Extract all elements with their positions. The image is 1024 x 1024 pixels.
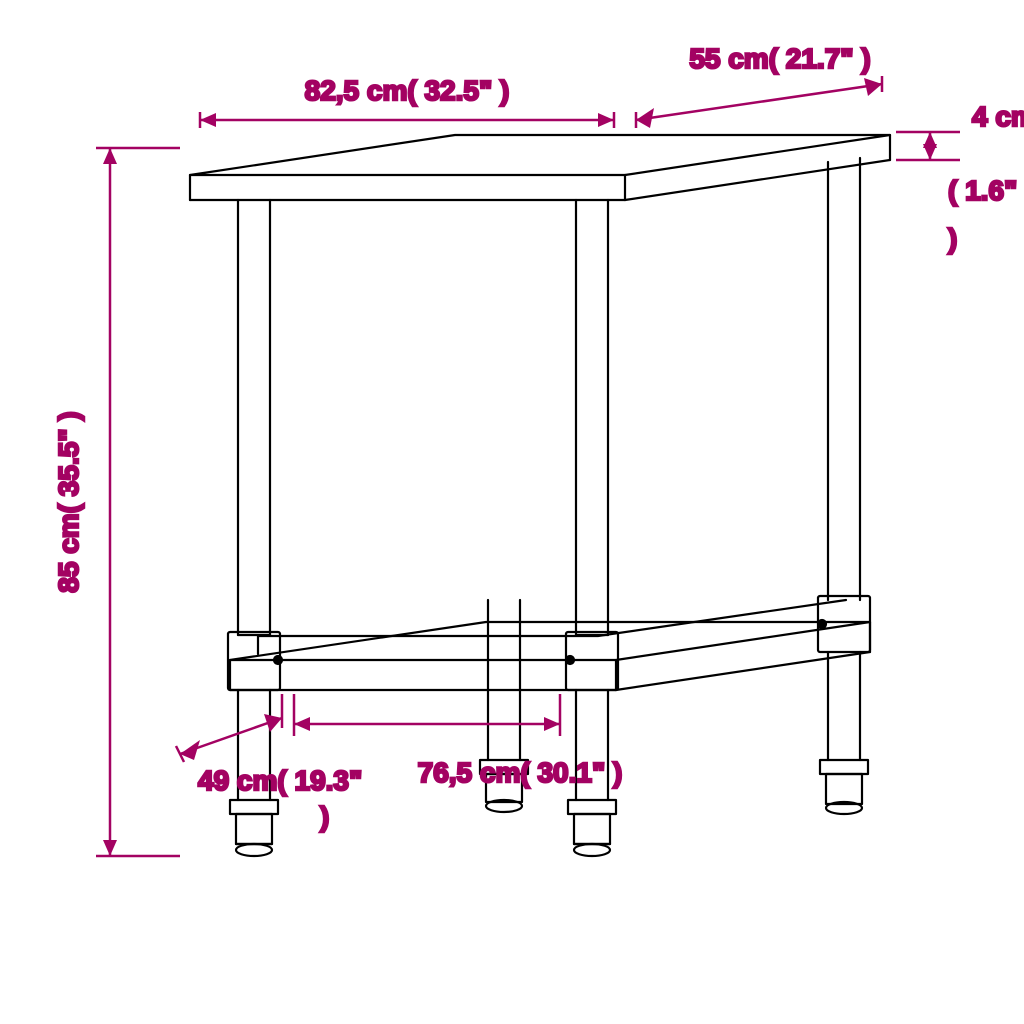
- dimension-diagram: 82,5 cm( 32.5" ) 55 cm( 21.7" ) 4 cm ( 1…: [0, 0, 1024, 1024]
- dim-shelf-depth-label-1: 49 cm( 19.3": [198, 765, 362, 796]
- dimension-annotations: 82,5 cm( 32.5" ) 55 cm( 21.7" ) 4 cm ( 1…: [53, 43, 1024, 856]
- dim-height: [96, 148, 180, 856]
- dim-top-thick-label-3: ): [948, 223, 957, 254]
- dim-height-label: 85 cm( 35.5" ): [53, 411, 84, 592]
- table-drawing: [190, 135, 890, 856]
- dim-top-thick-label-2: ( 1.6": [948, 175, 1017, 206]
- dim-top-width: [200, 112, 614, 128]
- dim-top-thick: [896, 132, 960, 160]
- dim-shelf-width-label: 76,5 cm( 30.1" ): [418, 757, 623, 788]
- dim-top-width-label: 82,5 cm( 32.5" ): [305, 75, 510, 106]
- dim-shelf-depth: [176, 694, 282, 762]
- dim-top-depth-label: 55 cm( 21.7" ): [689, 43, 870, 74]
- dim-shelf-depth-label-2: ): [320, 801, 329, 832]
- dim-top-depth: [636, 76, 882, 128]
- dim-top-thick-label-1: 4 cm: [972, 101, 1024, 132]
